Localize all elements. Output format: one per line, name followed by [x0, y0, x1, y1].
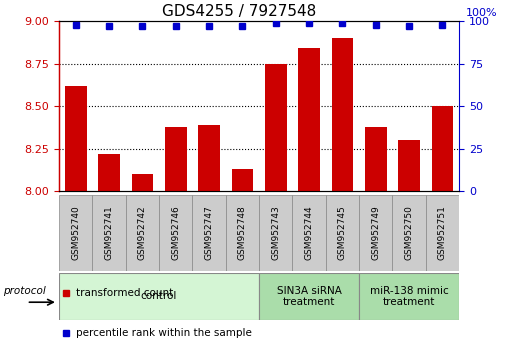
Bar — [365, 127, 387, 191]
Text: GSM952741: GSM952741 — [105, 205, 113, 260]
Text: protocol: protocol — [3, 286, 46, 296]
Bar — [165, 127, 187, 191]
Text: control: control — [141, 291, 177, 302]
Bar — [226, 195, 259, 271]
Text: GSM952748: GSM952748 — [238, 205, 247, 260]
Bar — [326, 195, 359, 271]
Bar — [298, 48, 320, 191]
Bar — [398, 140, 420, 191]
Text: GSM952751: GSM952751 — [438, 205, 447, 260]
Text: GSM952740: GSM952740 — [71, 205, 80, 260]
Bar — [198, 125, 220, 191]
Bar — [292, 195, 326, 271]
Text: GSM952744: GSM952744 — [305, 205, 313, 260]
Text: GSM952745: GSM952745 — [338, 205, 347, 260]
Text: GSM952749: GSM952749 — [371, 205, 380, 260]
Bar — [259, 195, 292, 271]
Bar — [126, 195, 159, 271]
Text: GSM952747: GSM952747 — [205, 205, 213, 260]
Title: GDS4255 / 7927548: GDS4255 / 7927548 — [162, 4, 316, 19]
Bar — [131, 174, 153, 191]
Text: GSM952746: GSM952746 — [171, 205, 180, 260]
Text: SIN3A siRNA
treatment: SIN3A siRNA treatment — [277, 286, 342, 307]
Bar — [259, 273, 359, 320]
Bar — [359, 195, 392, 271]
Bar — [59, 195, 92, 271]
Bar — [65, 86, 87, 191]
Bar — [92, 195, 126, 271]
Bar — [431, 106, 453, 191]
Bar — [331, 38, 353, 191]
Bar — [231, 169, 253, 191]
Bar — [265, 64, 287, 191]
Text: GSM952750: GSM952750 — [405, 205, 413, 260]
Bar — [159, 195, 192, 271]
Bar — [98, 154, 120, 191]
Text: GSM952743: GSM952743 — [271, 205, 280, 260]
Bar — [359, 273, 459, 320]
Text: transformed count: transformed count — [76, 288, 174, 298]
Bar — [192, 195, 226, 271]
Text: miR-138 mimic
treatment: miR-138 mimic treatment — [370, 286, 448, 307]
Bar — [59, 273, 259, 320]
Text: GSM952742: GSM952742 — [138, 205, 147, 260]
Text: percentile rank within the sample: percentile rank within the sample — [76, 328, 252, 338]
Bar — [392, 195, 426, 271]
Text: 100%: 100% — [466, 8, 498, 18]
Bar — [426, 195, 459, 271]
